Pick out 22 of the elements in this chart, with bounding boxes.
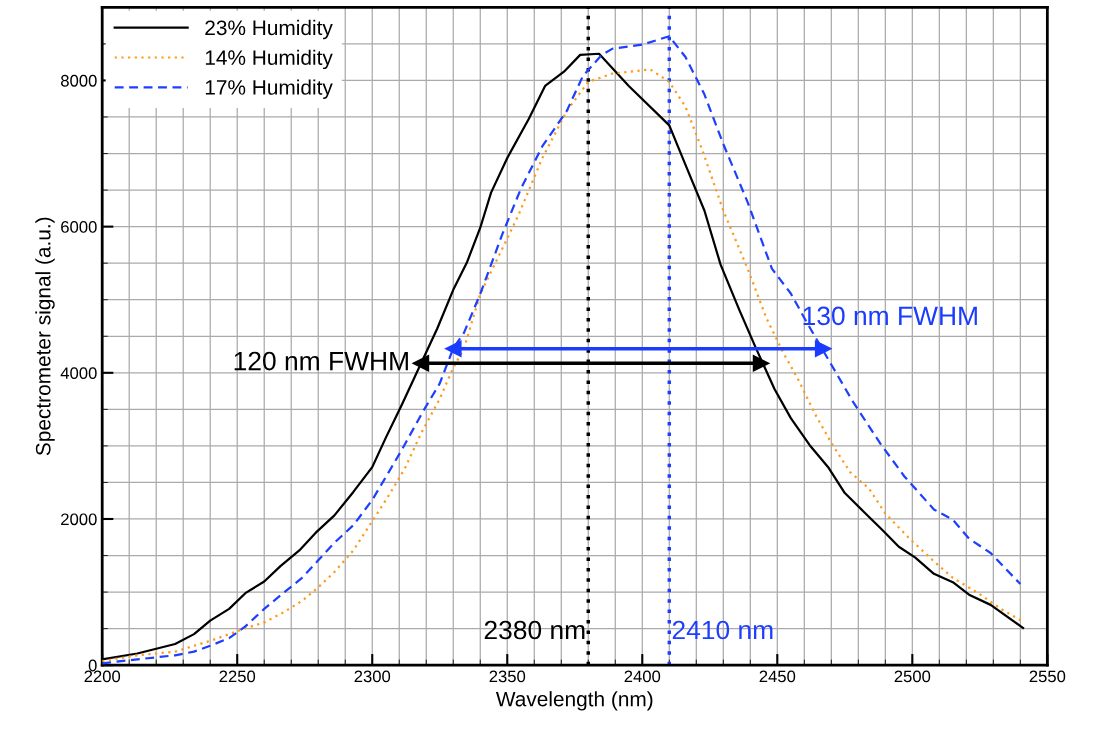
- x-tick-label: 2500: [894, 670, 931, 683]
- y-tick-label: 4000: [60, 367, 97, 380]
- legend-label: 23% Humidity: [205, 19, 333, 40]
- y-tick-label: 6000: [61, 221, 97, 233]
- y-tick-label: 8000: [61, 74, 97, 87]
- legend-label: 17% Humidity: [205, 79, 333, 99]
- x-axis-title: Wavelength (nm): [495, 691, 653, 711]
- legend-label: 14% Humidity: [205, 49, 333, 70]
- y-tick-label: 0: [88, 659, 97, 672]
- x-tick-label: 2200: [84, 670, 121, 683]
- x-tick-label: 2300: [354, 670, 391, 683]
- annotation: 120 nm FWHM: [234, 351, 408, 371]
- y-tick-label: 2000: [61, 513, 97, 526]
- ref-line-label: 2410 nm: [672, 620, 773, 640]
- y-axis-title: Spectrometer signal (a.u.): [35, 217, 55, 456]
- annotation: 130 nm FWHM: [803, 306, 977, 326]
- x-tick-label: 2250: [219, 670, 256, 683]
- x-tick-label: 2450: [759, 670, 796, 683]
- x-tick-label: 2350: [489, 670, 526, 683]
- x-tick-label: 2550: [1029, 670, 1066, 683]
- ref-line-label: 2380 nm: [484, 620, 585, 640]
- x-tick-label: 2400: [624, 670, 661, 683]
